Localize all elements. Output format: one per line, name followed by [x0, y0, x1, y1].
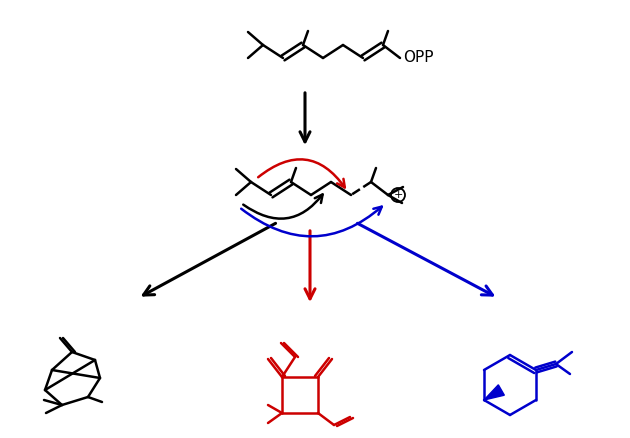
Polygon shape [484, 385, 505, 400]
Text: OPP: OPP [403, 50, 433, 66]
Text: +: + [393, 190, 403, 200]
